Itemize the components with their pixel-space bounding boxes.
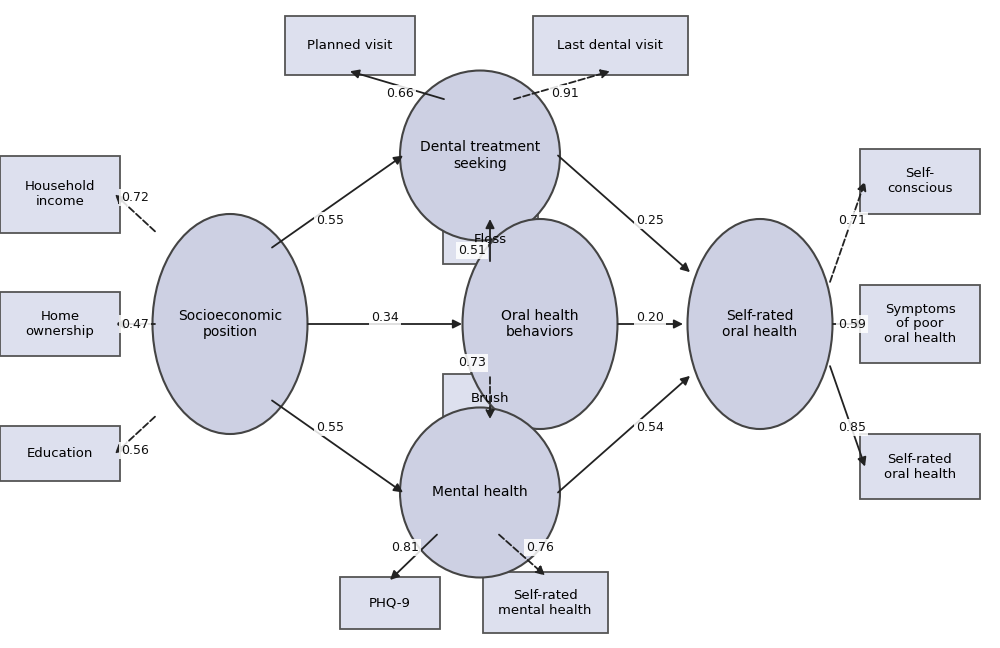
Text: Socioeconomic
position: Socioeconomic position	[178, 309, 282, 339]
Text: 0.20: 0.20	[636, 311, 664, 324]
Text: Self-rated
oral health: Self-rated oral health	[884, 452, 956, 481]
Text: 0.72: 0.72	[121, 191, 149, 204]
Text: Self-
conscious: Self- conscious	[887, 167, 953, 196]
Text: 0.34: 0.34	[371, 311, 399, 324]
FancyBboxPatch shape	[340, 577, 440, 629]
Text: 0.25: 0.25	[636, 214, 664, 227]
Text: 0.55: 0.55	[316, 214, 344, 227]
FancyBboxPatch shape	[442, 374, 538, 423]
FancyBboxPatch shape	[285, 16, 415, 75]
Text: 0.55: 0.55	[316, 421, 344, 434]
Ellipse shape	[462, 219, 618, 429]
FancyBboxPatch shape	[442, 216, 538, 264]
Text: Brush: Brush	[471, 392, 509, 405]
Text: Home
ownership: Home ownership	[26, 310, 94, 338]
Ellipse shape	[688, 219, 832, 429]
Text: Symptoms
of poor
oral health: Symptoms of poor oral health	[884, 303, 956, 345]
Text: Dental treatment
seeking: Dental treatment seeking	[420, 141, 540, 170]
Text: Mental health: Mental health	[432, 485, 528, 500]
Text: 0.47: 0.47	[121, 318, 149, 330]
Text: PHQ-9: PHQ-9	[369, 596, 411, 609]
Text: 0.56: 0.56	[121, 444, 149, 457]
Text: 0.85: 0.85	[838, 421, 866, 434]
FancyBboxPatch shape	[860, 285, 980, 363]
Text: 0.81: 0.81	[391, 541, 419, 554]
Text: Floss: Floss	[473, 233, 507, 246]
FancyBboxPatch shape	[0, 156, 120, 233]
Text: 0.66: 0.66	[386, 87, 414, 100]
Text: Household
income: Household income	[25, 180, 95, 209]
Ellipse shape	[400, 408, 560, 577]
FancyBboxPatch shape	[532, 16, 688, 75]
Text: Education: Education	[27, 447, 93, 460]
FancyBboxPatch shape	[483, 572, 608, 634]
Ellipse shape	[152, 214, 308, 434]
Text: Planned visit: Planned visit	[307, 39, 393, 52]
Ellipse shape	[400, 71, 560, 240]
FancyBboxPatch shape	[860, 434, 980, 499]
Text: 0.54: 0.54	[636, 421, 664, 434]
Text: Oral health
behaviors: Oral health behaviors	[501, 309, 579, 339]
Text: 0.76: 0.76	[526, 541, 554, 554]
FancyBboxPatch shape	[0, 292, 120, 356]
FancyBboxPatch shape	[0, 426, 120, 481]
Text: 0.91: 0.91	[551, 87, 579, 100]
Text: 0.73: 0.73	[458, 356, 486, 369]
Text: Self-rated
oral health: Self-rated oral health	[722, 309, 798, 339]
Text: 0.59: 0.59	[838, 318, 866, 330]
Text: Last dental visit: Last dental visit	[557, 39, 663, 52]
FancyBboxPatch shape	[860, 149, 980, 214]
Text: Self-rated
mental health: Self-rated mental health	[498, 588, 592, 617]
Text: 0.51: 0.51	[458, 244, 486, 257]
Text: 0.71: 0.71	[838, 214, 866, 227]
